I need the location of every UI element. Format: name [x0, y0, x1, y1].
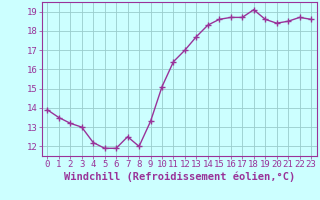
X-axis label: Windchill (Refroidissement éolien,°C): Windchill (Refroidissement éolien,°C) — [64, 172, 295, 182]
